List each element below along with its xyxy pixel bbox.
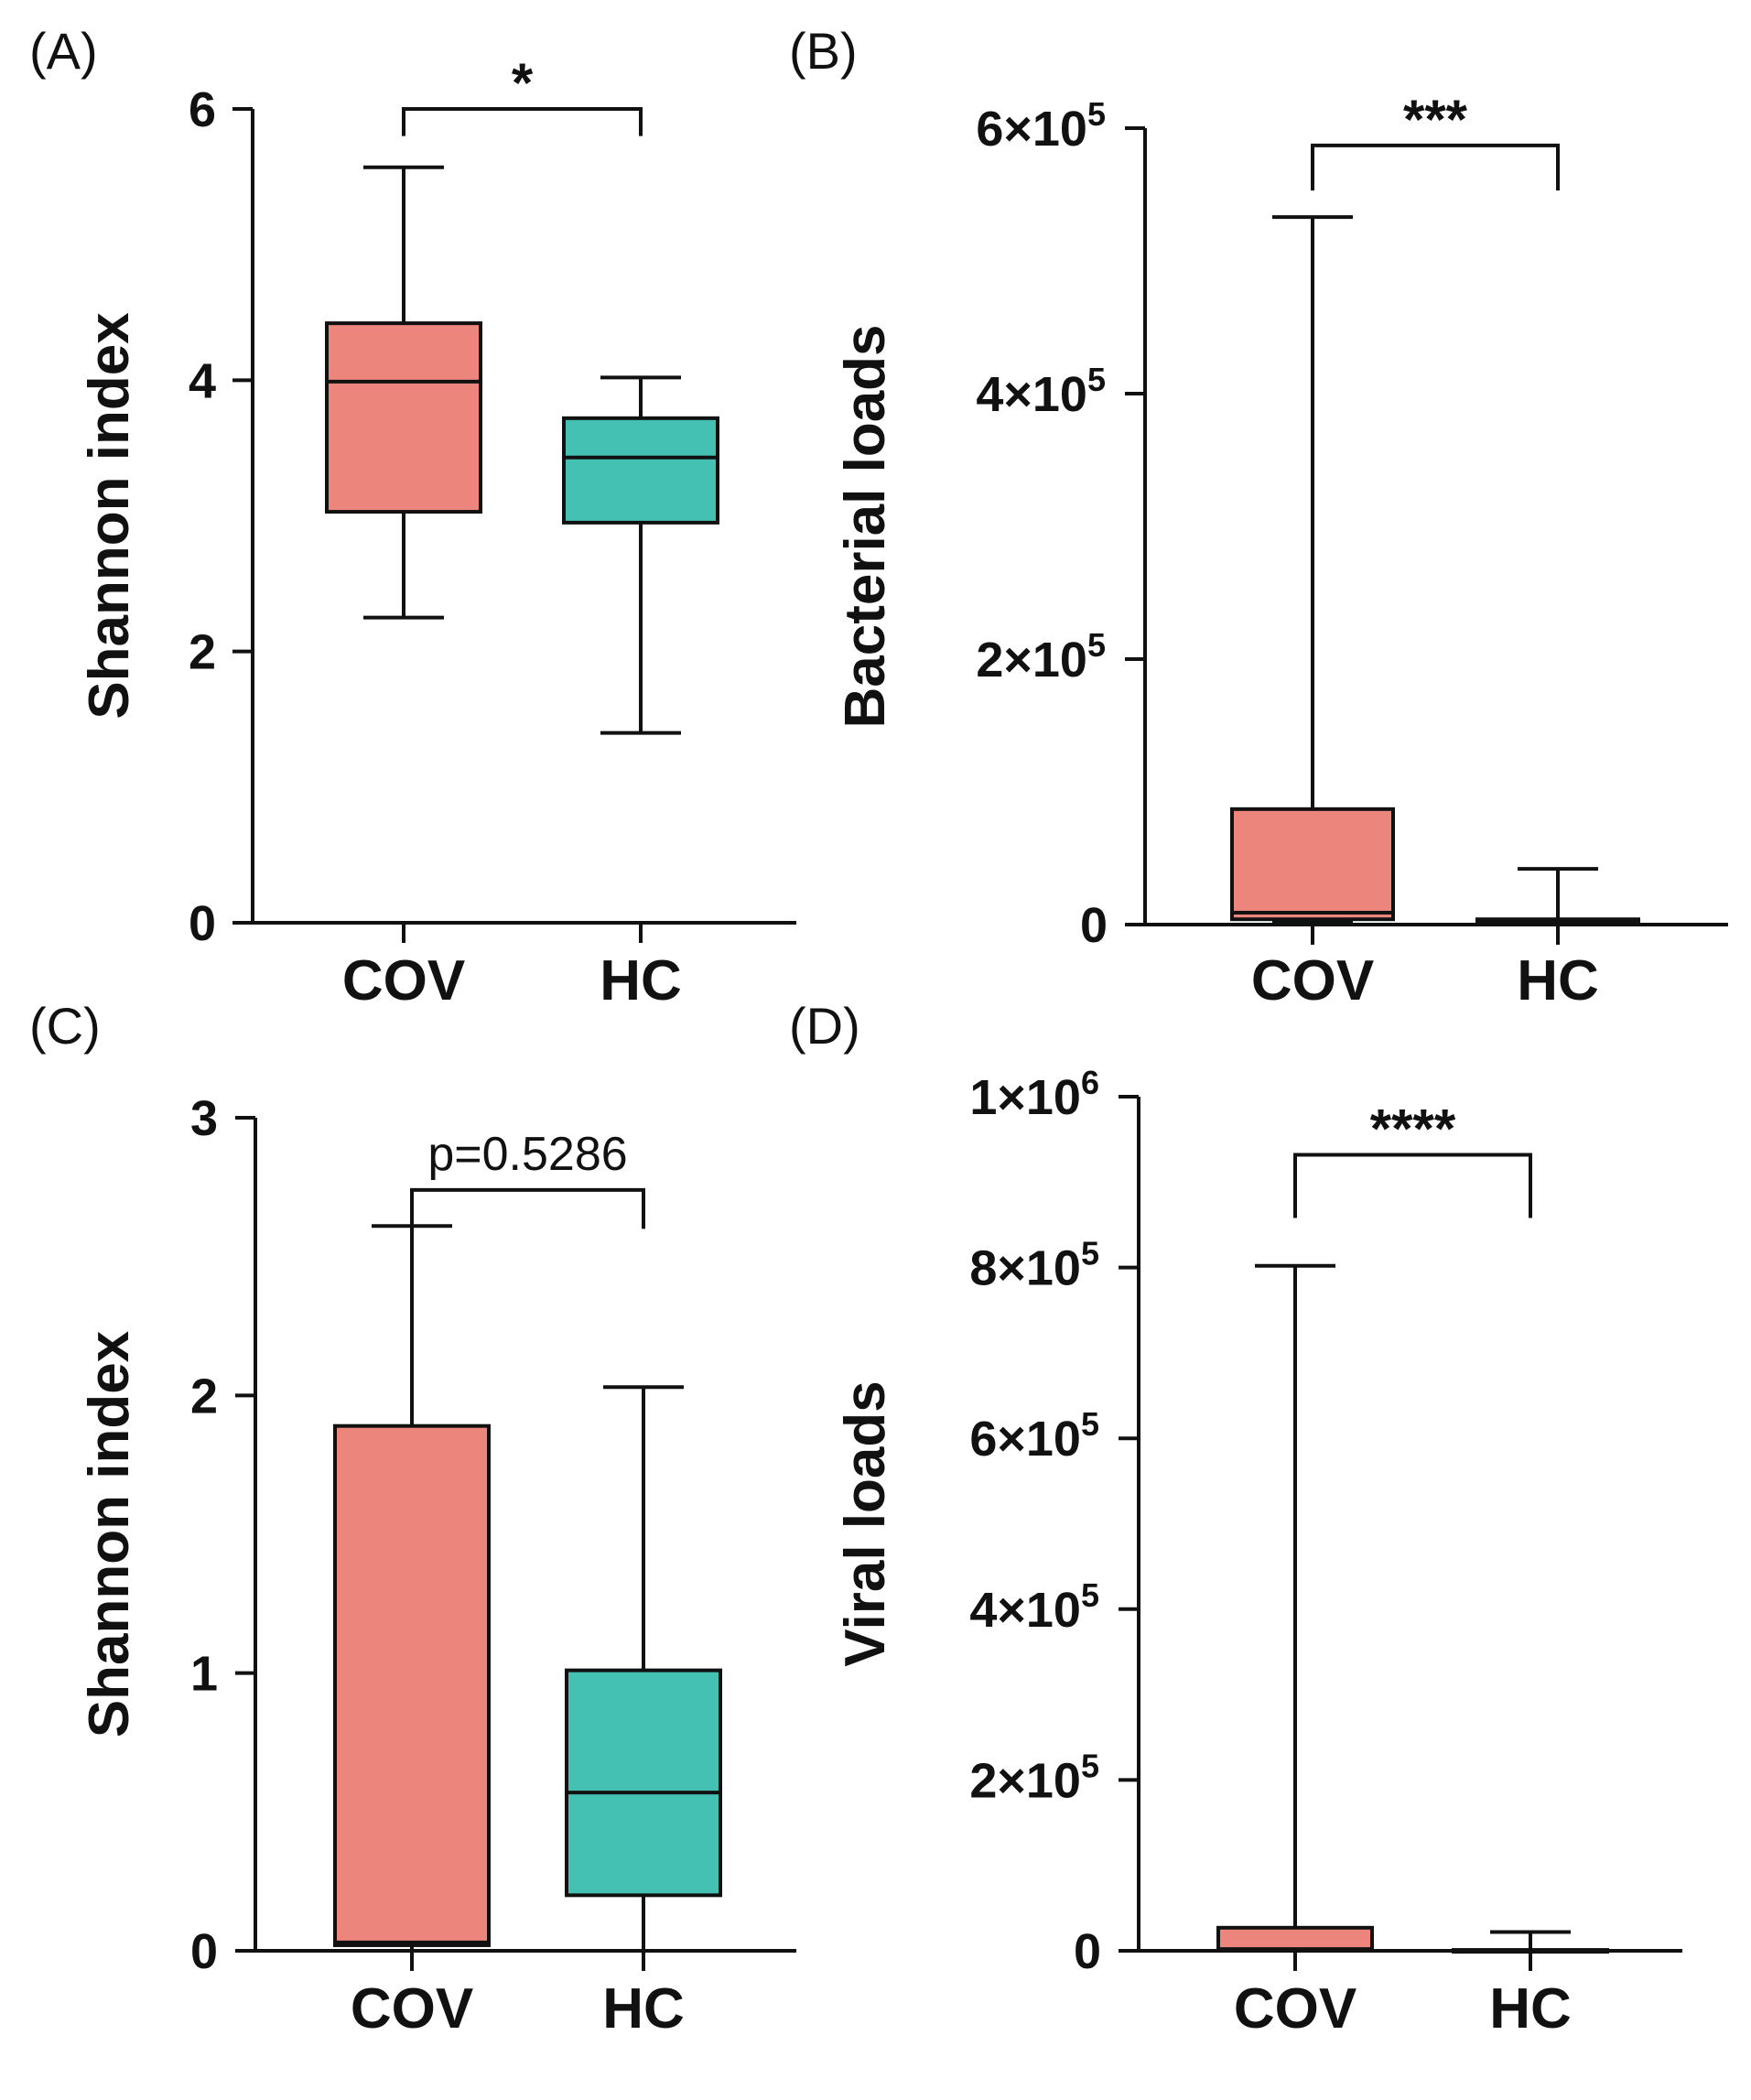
x-category-label: COV: [1234, 1977, 1356, 2040]
x-category-label: HC: [600, 949, 682, 1012]
y-axis-title: Bacterial loads: [834, 324, 897, 728]
x-category-label: HC: [1489, 1977, 1572, 2040]
significance-bracket: [1293, 1153, 1532, 1218]
significance-label: *: [512, 52, 534, 114]
box-iqr: [325, 321, 482, 514]
x-category-label: COV: [1251, 949, 1374, 1012]
box-iqr: [1230, 806, 1395, 922]
significance-bracket: [410, 1187, 645, 1229]
box-hc: [565, 1385, 722, 1953]
panel-label: (A): [29, 22, 98, 80]
significance-label: ***: [1403, 89, 1468, 150]
chart-panel-d: (D) 0 2×105 4×105 6×105 8×105 1×106 Viral loads…: [789, 997, 1682, 2040]
x-category-label: COV: [351, 1977, 473, 2040]
significance-bracket: [402, 107, 643, 136]
chart-panel-b: (B) 0 2×105 4×105 6×105 Bacterial loads COV HC *…: [789, 22, 1728, 1012]
significance-label: p=0.5286: [427, 1128, 627, 1181]
y-tick-label: 2: [190, 1369, 218, 1423]
y-axis-title: Viral loads: [834, 1380, 897, 1666]
y-tick-label: 6×105: [969, 1405, 1099, 1467]
y-tick-label: 4×105: [969, 1576, 1099, 1638]
box-cov: [333, 1224, 491, 1953]
y-tick-label: 3: [190, 1091, 218, 1146]
box-cov: [1216, 1263, 1374, 1953]
box-hc: [1475, 867, 1640, 926]
y-tick-label: 0: [1074, 1924, 1101, 1979]
y-tick-label: 0: [189, 896, 216, 951]
y-tick-label: 1: [190, 1647, 218, 1702]
box-iqr: [565, 1668, 722, 1898]
box-cov: [325, 165, 482, 620]
y-axis-title: Shannon index: [78, 1330, 141, 1737]
chart-panel-c: (C) 0 1 2 3 Shannon index COV HC p=0.5286: [29, 997, 796, 2040]
box-iqr: [1216, 1925, 1374, 1953]
chart-panel-a: (A) 0 2 4 6 Shannon index COV HC *: [29, 22, 796, 1012]
panel-label: (B): [789, 22, 858, 80]
y-tick-label: 4: [189, 353, 216, 408]
x-category-label: HC: [602, 1977, 685, 2040]
y-tick-label: 2×105: [976, 626, 1106, 687]
y-tick-label: 6: [189, 82, 216, 137]
box-iqr: [333, 1423, 491, 1947]
significance-bracket: [1311, 143, 1560, 191]
significance-label: ****: [1370, 1098, 1456, 1159]
y-tick-label: 2: [189, 625, 216, 680]
y-tick-label: 0: [1080, 898, 1108, 953]
y-tick-label: 2×105: [969, 1747, 1099, 1808]
y-tick-label: 4×105: [976, 361, 1106, 422]
box-cov: [1230, 215, 1395, 925]
y-tick-label: 6×105: [976, 95, 1106, 157]
box-hc: [1452, 1930, 1609, 1954]
y-tick-label: 0: [190, 1924, 218, 1979]
box-iqr: [562, 416, 719, 525]
box-hc: [562, 375, 719, 735]
y-tick-label: 8×105: [969, 1235, 1099, 1296]
x-category-label: HC: [1517, 949, 1599, 1012]
panel-label: (C): [29, 997, 101, 1055]
y-axis-title: Shannon index: [78, 312, 141, 720]
panel-label: (D): [789, 997, 860, 1055]
x-category-label: COV: [342, 949, 465, 1012]
y-tick-label: 1×106: [969, 1064, 1099, 1125]
